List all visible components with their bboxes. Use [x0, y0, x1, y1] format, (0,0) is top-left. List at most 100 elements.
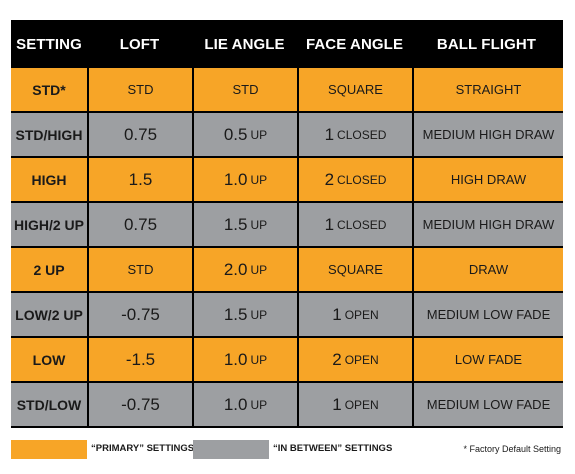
lie-angle-unit: UP [250, 397, 268, 412]
loft-cell: STD [89, 68, 192, 111]
face-angle-value: 1 [324, 214, 335, 234]
loft-value: STD [127, 262, 154, 277]
face-angle-cell: 1 OPEN [299, 383, 412, 426]
header-face-angle: FACE ANGLE [305, 35, 404, 53]
header-loft: LOFT [119, 35, 160, 53]
lie-angle-cell: 2.0 UP [194, 248, 297, 291]
factory-default-footnote: * Factory Default Setting [463, 444, 561, 454]
ball-flight-value: LOW FADE [454, 352, 523, 367]
setting-cell: 2 UP [11, 248, 87, 291]
face-angle-value: 2 [332, 349, 342, 369]
header-setting: SETTING [16, 35, 82, 53]
lie-angle-unit: UP [250, 307, 268, 322]
ball-flight-value: DRAW [468, 262, 509, 277]
lie-angle-unit: UP [250, 217, 268, 232]
table-row: STD/HIGH 0.75 0.5 UP 1 CLOSED MEDIUM HIGH DRAW [11, 113, 563, 156]
ball-flight-value: MEDIUM HIGH DRAW [422, 217, 555, 232]
ball-flight-cell: MEDIUM LOW FADE [414, 293, 563, 336]
face-angle-value: 1 [324, 124, 335, 144]
setting-value: STD* [32, 81, 66, 98]
table-row: STD* STD STD SQUARE STRAIGHT [11, 68, 563, 111]
lie-angle-cell: STD [194, 68, 297, 111]
setting-cell: STD/HIGH [11, 113, 87, 156]
legend-between-swatch [193, 440, 269, 459]
face-angle-unit: CLOSED [337, 172, 387, 187]
loft-value: -0.75 [121, 304, 160, 324]
face-angle-unit: OPEN [344, 397, 379, 412]
lie-angle-value: 1.0 [223, 169, 248, 189]
table-row: LOW -1.5 1.0 UP 2 OPEN LOW FADE [11, 338, 563, 381]
setting-cell: LOW/2 UP [11, 293, 87, 336]
loft-cell: 1.5 [89, 158, 192, 201]
loft-value: STD [127, 82, 154, 97]
legend-primary-label: “PRIMARY” SETTINGS [91, 443, 195, 454]
lie-angle-unit: UP [250, 127, 268, 142]
setting-value: LOW [32, 351, 66, 368]
face-angle-cell: SQUARE [299, 248, 412, 291]
face-angle-cell: 1 CLOSED [299, 113, 412, 156]
face-angle-cell: SQUARE [299, 68, 412, 111]
header-ball-flight: BALL FLIGHT [436, 35, 537, 53]
lie-angle-unit: UP [250, 352, 268, 367]
ball-flight-value: MEDIUM LOW FADE [426, 397, 551, 412]
setting-cell: HIGH/2 UP [11, 203, 87, 246]
loft-cell: STD [89, 248, 192, 291]
ball-flight-cell: LOW FADE [414, 338, 563, 381]
lie-angle-value: 1.0 [223, 394, 248, 414]
table-row: 2 UP STD 2.0 UP SQUARE DRAW [11, 248, 563, 291]
ball-flight-cell: MEDIUM LOW FADE [414, 383, 563, 426]
ball-flight-cell: MEDIUM HIGH DRAW [414, 203, 563, 246]
lie-angle-value: 1.5 [223, 214, 248, 234]
table-row: LOW/2 UP -0.75 1.5 UP 1 OPEN MEDIUM LOW FADE [11, 293, 563, 336]
loft-value: 0.75 [123, 124, 158, 144]
lie-angle-value: 2.0 [223, 259, 248, 279]
legend-primary-swatch [11, 440, 87, 459]
face-angle-value: SQUARE [328, 82, 383, 97]
setting-value: LOW/2 UP [15, 306, 83, 323]
lie-angle-cell: 1.0 UP [194, 383, 297, 426]
ball-flight-cell: STRAIGHT [414, 68, 563, 111]
setting-value: 2 UP [33, 261, 65, 278]
settings-table: SETTING LOFT LIE ANGLE FACE ANGLE BALL F… [11, 20, 563, 428]
loft-value: -1.5 [125, 349, 156, 369]
face-angle-cell: 1 OPEN [299, 293, 412, 336]
legend-between-label: “IN BETWEEN” SETTINGS [273, 443, 393, 454]
setting-cell: STD/LOW [11, 383, 87, 426]
face-angle-value: 1 [332, 394, 342, 414]
lie-angle-cell: 1.5 UP [194, 293, 297, 336]
face-angle-unit: CLOSED [337, 217, 387, 232]
setting-value: HIGH/2 UP [13, 216, 84, 233]
loft-cell: -1.5 [89, 338, 192, 381]
loft-cell: 0.75 [89, 203, 192, 246]
ball-flight-value: MEDIUM HIGH DRAW [422, 127, 555, 142]
table-row: STD/LOW -0.75 1.0 UP 1 OPEN MEDIUM LOW FADE [11, 383, 563, 426]
ball-flight-value: MEDIUM LOW FADE [426, 307, 551, 322]
loft-value: 1.5 [128, 169, 153, 189]
loft-value: -0.75 [121, 394, 160, 414]
ball-flight-cell: HIGH DRAW [414, 158, 563, 201]
header-lie-angle: LIE ANGLE [204, 35, 285, 53]
loft-cell: -0.75 [89, 383, 192, 426]
lie-angle-cell: 0.5 UP [194, 113, 297, 156]
setting-cell: STD* [11, 68, 87, 111]
setting-value: STD/HIGH [15, 126, 83, 143]
table-body: STD* STD STD SQUARE STRAIGHT STD/HIGH 0.75 0.5 U… [11, 68, 563, 426]
setting-value: HIGH [31, 171, 67, 188]
ball-flight-value: HIGH DRAW [450, 172, 527, 187]
ball-flight-value: STRAIGHT [455, 82, 522, 97]
lie-angle-unit: UP [250, 262, 268, 277]
lie-angle-cell: 1.0 UP [194, 338, 297, 381]
face-angle-unit: OPEN [344, 352, 379, 367]
table-row: HIGH 1.5 1.0 UP 2 CLOSED HIGH DRAW [11, 158, 563, 201]
lie-angle-value: 1.0 [223, 349, 248, 369]
ball-flight-cell: MEDIUM HIGH DRAW [414, 113, 563, 156]
face-angle-cell: 2 CLOSED [299, 158, 412, 201]
legend: “PRIMARY” SETTINGS “IN BETWEEN” SETTINGS [11, 438, 563, 459]
table-row: HIGH/2 UP 0.75 1.5 UP 1 CLOSED MEDIUM HIGH DRA… [11, 203, 563, 246]
face-angle-value: 1 [332, 304, 342, 324]
lie-angle-unit: UP [250, 172, 268, 187]
lie-angle-cell: 1.0 UP [194, 158, 297, 201]
face-angle-cell: 2 OPEN [299, 338, 412, 381]
lie-angle-cell: 1.5 UP [194, 203, 297, 246]
ball-flight-cell: DRAW [414, 248, 563, 291]
